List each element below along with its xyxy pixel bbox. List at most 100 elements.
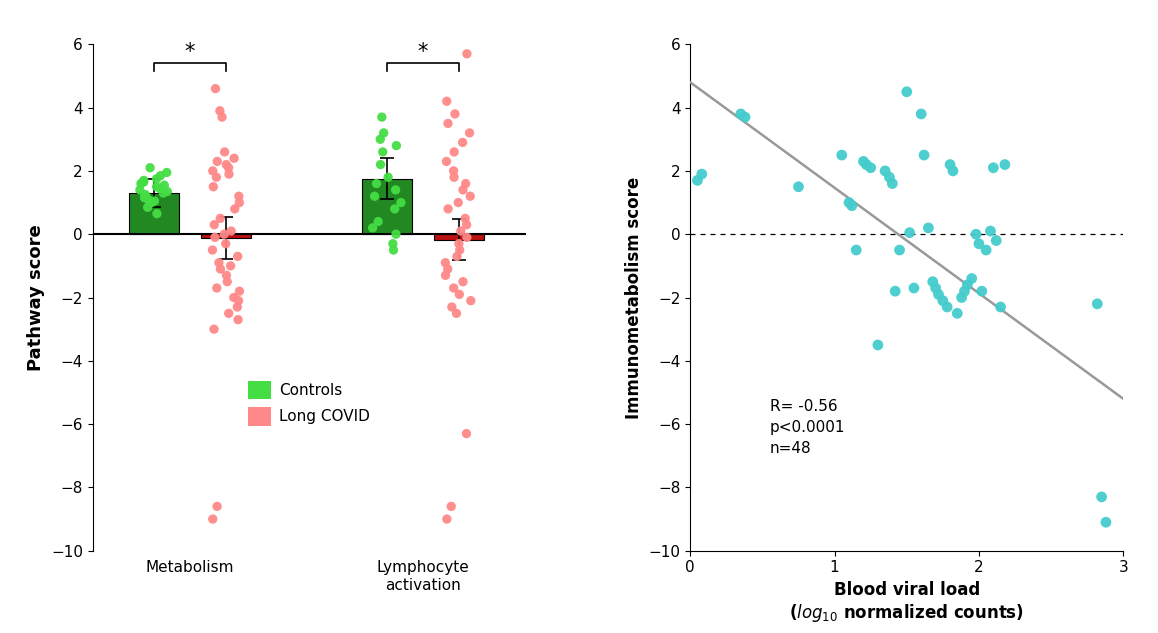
Point	[446, 109, 464, 119]
Point	[457, 49, 476, 59]
Point	[134, 175, 153, 185]
Point	[147, 173, 166, 184]
Point	[220, 308, 239, 318]
Point	[735, 112, 754, 122]
Point	[1097, 517, 1115, 527]
Point	[929, 289, 947, 299]
Point	[437, 270, 455, 280]
Point	[450, 289, 469, 299]
Point	[457, 232, 476, 242]
Point	[891, 245, 909, 255]
Point	[218, 270, 236, 280]
Point	[1092, 492, 1111, 502]
Point	[692, 169, 711, 179]
Point	[996, 160, 1014, 170]
Point	[445, 283, 463, 293]
Point	[843, 201, 862, 211]
Point	[205, 220, 223, 230]
Point	[204, 166, 222, 176]
Point	[456, 179, 475, 189]
Point	[204, 182, 222, 192]
Point	[218, 277, 236, 287]
Point	[387, 185, 405, 195]
Point	[875, 166, 894, 176]
Point	[857, 160, 875, 170]
Point	[134, 177, 153, 187]
Legend: Controls, Long COVID: Controls, Long COVID	[242, 375, 376, 432]
Point	[886, 286, 904, 296]
Point	[449, 239, 468, 249]
Point	[846, 245, 865, 255]
Point	[222, 226, 241, 236]
Bar	[129, 193, 178, 234]
Point	[840, 197, 858, 208]
Point	[373, 112, 391, 122]
Point	[973, 286, 991, 296]
Point	[211, 106, 229, 116]
Text: *: *	[418, 42, 428, 61]
Point	[915, 150, 933, 160]
Point	[157, 167, 176, 177]
Point	[391, 197, 410, 208]
Point	[868, 340, 887, 350]
Point	[386, 204, 404, 214]
Point	[454, 185, 472, 195]
Point	[225, 292, 243, 303]
Point	[220, 169, 239, 179]
Point	[131, 185, 149, 195]
Text: *: *	[184, 42, 195, 61]
Point	[445, 147, 463, 157]
Point	[135, 191, 154, 201]
Point	[228, 302, 247, 312]
Point	[991, 302, 1010, 312]
Point	[901, 228, 919, 238]
Point	[379, 172, 397, 182]
Text: R= -0.56
p<0.0001
n=48: R= -0.56 p<0.0001 n=48	[770, 399, 845, 456]
Point	[447, 308, 466, 318]
Point	[833, 150, 851, 160]
Point	[967, 229, 985, 239]
Point	[461, 191, 479, 201]
Point	[374, 147, 393, 157]
Point	[154, 188, 173, 198]
Point	[453, 137, 471, 147]
Point	[217, 160, 235, 170]
Point	[962, 273, 981, 284]
Point	[226, 204, 244, 214]
Point	[151, 184, 169, 194]
Point	[438, 514, 456, 524]
Point	[457, 220, 476, 230]
Point	[855, 156, 873, 166]
Point	[225, 153, 243, 163]
Point	[384, 245, 403, 255]
Point	[911, 109, 930, 119]
Point	[371, 134, 389, 144]
Point	[445, 172, 463, 182]
Point	[904, 283, 923, 293]
Point	[383, 239, 402, 249]
Point	[230, 286, 249, 296]
Point	[208, 156, 227, 166]
Point	[969, 239, 988, 249]
Point	[203, 245, 221, 255]
Point	[139, 194, 157, 204]
Point	[230, 197, 249, 208]
Point	[923, 277, 941, 287]
Point	[155, 180, 174, 190]
Point	[141, 163, 160, 173]
Point	[1089, 299, 1107, 309]
Point	[940, 160, 959, 170]
Point	[152, 170, 170, 181]
Point	[897, 87, 916, 97]
Point	[367, 179, 386, 189]
Point	[387, 141, 405, 151]
Point	[157, 186, 176, 196]
Point	[229, 315, 248, 325]
Point	[206, 232, 225, 242]
Point	[211, 213, 229, 223]
Point	[457, 429, 476, 439]
Point	[919, 223, 938, 233]
Y-axis label: Immunometabolism score: Immunometabolism score	[625, 177, 643, 418]
Point	[958, 280, 976, 290]
Point	[981, 226, 999, 236]
